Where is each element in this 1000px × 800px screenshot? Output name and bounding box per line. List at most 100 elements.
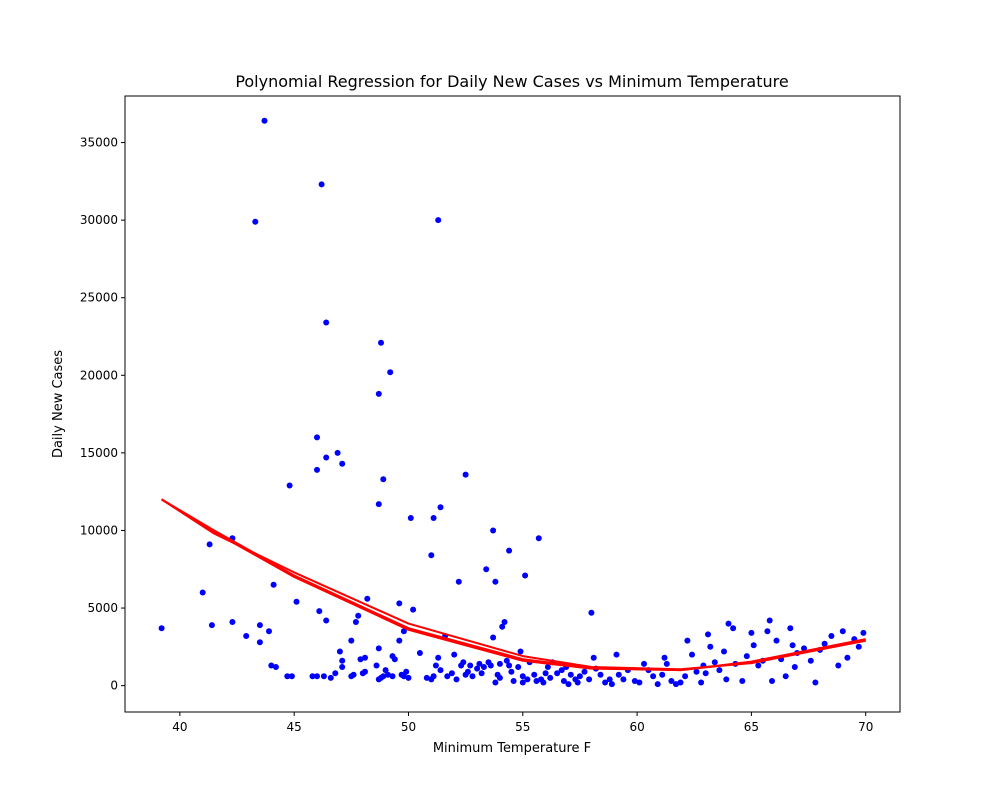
data-point	[208, 622, 215, 629]
data-point	[437, 504, 444, 511]
data-point	[650, 673, 657, 680]
data-point	[288, 673, 295, 680]
data-point	[750, 642, 757, 649]
data-point	[668, 678, 675, 684]
data-point	[396, 637, 403, 644]
data-point	[515, 664, 522, 670]
data-point	[576, 673, 583, 680]
data-point	[581, 668, 588, 675]
data-point	[428, 552, 435, 559]
data-point	[403, 668, 410, 675]
data-point	[705, 631, 711, 638]
data-point	[547, 674, 554, 681]
data-point	[391, 656, 398, 663]
data-point	[492, 578, 499, 585]
data-point	[320, 673, 327, 680]
y-axis: 0 5000 10000 15000 20000 25000 30000 35000	[80, 136, 125, 693]
data-point	[503, 657, 510, 664]
data-point	[506, 547, 513, 554]
data-point	[158, 625, 165, 632]
data-point	[839, 628, 846, 635]
data-point	[332, 670, 339, 677]
data-point	[284, 673, 291, 680]
data-point	[432, 662, 439, 669]
y-tick-label: 20000	[80, 368, 118, 382]
data-point	[362, 654, 368, 661]
data-point	[828, 633, 835, 639]
data-point	[400, 673, 407, 680]
plot-frame	[124, 95, 901, 713]
data-point	[451, 651, 458, 658]
data-point	[565, 681, 572, 688]
data-point	[654, 681, 661, 688]
data-point	[812, 679, 819, 686]
data-point	[323, 319, 330, 326]
data-point	[464, 668, 471, 675]
data-point	[533, 678, 540, 684]
data-point	[430, 673, 437, 680]
data-point	[631, 678, 638, 684]
data-point	[684, 637, 691, 644]
data-point	[453, 676, 460, 683]
data-point	[608, 681, 615, 688]
data-point	[519, 679, 526, 686]
data-point	[693, 668, 700, 675]
plot-content	[158, 117, 867, 688]
data-point	[663, 660, 670, 667]
data-point	[791, 664, 798, 670]
data-point	[375, 645, 382, 652]
data-point	[602, 679, 609, 686]
data-point	[478, 670, 485, 677]
data-point	[567, 671, 574, 678]
data-point	[673, 681, 679, 688]
data-point	[860, 629, 867, 636]
data-point	[522, 572, 529, 579]
data-point	[229, 619, 236, 625]
data-point	[682, 673, 689, 680]
data-point	[730, 625, 737, 632]
data-point	[801, 645, 807, 652]
data-point	[661, 654, 668, 661]
y-tick-label: 15000	[80, 446, 118, 460]
chart-title: Polynomial Regression for Daily New Case…	[235, 72, 788, 91]
data-point	[508, 668, 515, 675]
data-point	[659, 671, 666, 678]
data-point	[698, 679, 705, 686]
data-point	[400, 628, 407, 635]
data-point	[416, 650, 423, 656]
data-point	[378, 339, 384, 346]
data-point	[270, 581, 277, 588]
data-point	[407, 515, 414, 521]
data-point	[362, 668, 368, 675]
data-point	[606, 676, 613, 683]
x-axis-label: Minimum Temperature F	[433, 741, 591, 756]
data-point	[506, 662, 513, 669]
data-point	[540, 679, 547, 686]
data-point	[855, 643, 862, 650]
data-point	[243, 633, 250, 639]
data-point	[702, 670, 709, 677]
data-point	[323, 454, 330, 461]
y-tick-label: 35000	[80, 136, 118, 150]
data-point	[339, 460, 346, 467]
data-point	[499, 623, 506, 630]
data-point	[807, 657, 814, 664]
data-point	[266, 628, 272, 635]
data-point	[743, 653, 750, 660]
data-point	[293, 598, 300, 605]
data-point	[380, 673, 387, 680]
data-point	[435, 217, 442, 224]
data-point	[597, 671, 604, 678]
data-point	[448, 670, 455, 677]
data-point	[574, 679, 581, 686]
data-point	[309, 673, 316, 680]
data-point	[384, 671, 391, 678]
x-tick-label: 50	[401, 720, 416, 734]
data-point	[455, 578, 462, 585]
data-point	[256, 622, 263, 629]
data-point	[739, 678, 746, 684]
data-point	[510, 678, 517, 684]
data-point	[314, 434, 320, 441]
data-point	[261, 117, 268, 124]
